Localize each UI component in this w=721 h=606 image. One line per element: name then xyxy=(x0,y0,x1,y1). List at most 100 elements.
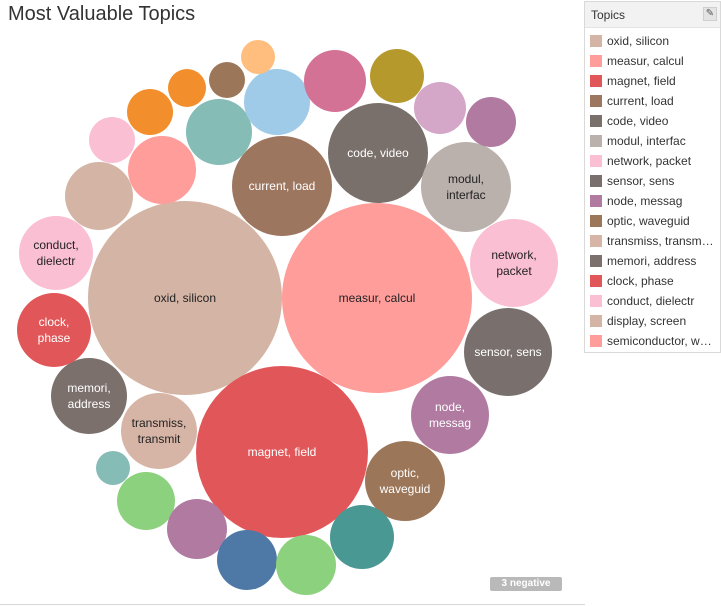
legend-item[interactable]: current, load xyxy=(585,92,720,112)
legend-label: semiconductor, w… xyxy=(607,334,712,348)
legend-swatch xyxy=(590,115,602,127)
legend-item[interactable]: transmiss, transm… xyxy=(585,232,720,252)
bubble[interactable] xyxy=(470,219,558,307)
legend-label: code, video xyxy=(607,114,669,128)
bubble[interactable] xyxy=(19,216,93,290)
bubble-label: memori, address xyxy=(67,381,110,411)
legend-label: sensor, sens xyxy=(607,174,675,188)
legend-item[interactable]: network, packet xyxy=(585,152,720,172)
bubble[interactable] xyxy=(282,203,472,393)
bubble[interactable] xyxy=(217,530,277,590)
legend-swatch xyxy=(590,175,602,187)
bubble[interactable] xyxy=(414,82,466,134)
legend-item[interactable]: measur, calcul xyxy=(585,52,720,72)
legend-swatch xyxy=(590,215,602,227)
legend-swatch xyxy=(590,75,602,87)
bubble[interactable] xyxy=(330,505,394,569)
legend-label: modul, interfac xyxy=(607,134,686,148)
chart-title: Most Valuable Topics xyxy=(8,3,196,25)
legend-swatch xyxy=(590,315,602,327)
bubble-label: sensor, sens xyxy=(474,345,541,359)
bubble[interactable] xyxy=(96,451,130,485)
legend-item[interactable]: code, video xyxy=(585,112,720,132)
legend-item[interactable]: modul, interfac xyxy=(585,132,720,152)
legend-item[interactable]: clock, phase xyxy=(585,272,720,292)
legend-swatch xyxy=(590,95,602,107)
bubble[interactable] xyxy=(127,89,173,135)
legend-swatch xyxy=(590,55,602,67)
bubble[interactable] xyxy=(121,393,197,469)
bubble[interactable] xyxy=(17,293,91,367)
bubble[interactable] xyxy=(65,162,133,230)
bubble[interactable] xyxy=(51,358,127,434)
chart-bottom-border xyxy=(0,604,585,605)
legend-item[interactable]: magnet, field xyxy=(585,72,720,92)
bubble-chart: oxid, silicon measur, calcul magnet, field… xyxy=(17,40,558,595)
bubble[interactable] xyxy=(209,62,245,98)
legend-swatch xyxy=(590,155,602,167)
bubble[interactable] xyxy=(196,366,368,538)
pencil-icon[interactable]: ✎ xyxy=(703,7,717,21)
legend-swatch xyxy=(590,195,602,207)
bubble[interactable] xyxy=(88,201,282,395)
legend-swatch xyxy=(590,35,602,47)
legend-swatch xyxy=(590,255,602,267)
bubble-label: magnet, field xyxy=(248,445,317,459)
bubble[interactable] xyxy=(241,40,275,74)
legend-item[interactable]: memori, address xyxy=(585,252,720,272)
bubble[interactable] xyxy=(117,472,175,530)
legend-label: node, messag xyxy=(607,194,683,208)
legend-swatch xyxy=(590,275,602,287)
legend-label: optic, waveguid xyxy=(607,214,690,228)
legend-swatch xyxy=(590,335,602,347)
bubble[interactable] xyxy=(128,136,196,204)
legend-label: conduct, dielectr xyxy=(607,294,695,308)
legend-label: magnet, field xyxy=(607,74,676,88)
bubble[interactable] xyxy=(421,142,511,232)
legend-label: display, screen xyxy=(607,314,687,328)
bubble[interactable] xyxy=(186,99,252,165)
legend-item[interactable]: oxid, silicon xyxy=(585,32,720,52)
bubble-label: code, video xyxy=(347,146,409,160)
bubble[interactable] xyxy=(365,441,445,521)
bubble-label: modul, interfac xyxy=(446,172,485,202)
bubble[interactable] xyxy=(276,535,336,595)
bubble[interactable] xyxy=(466,97,516,147)
legend-label: memori, address xyxy=(607,254,697,268)
bubble[interactable] xyxy=(464,308,552,396)
legend-item[interactable]: optic, waveguid xyxy=(585,212,720,232)
bubble-label: transmiss, transmit xyxy=(132,416,187,446)
legend-item[interactable]: display, screen xyxy=(585,312,720,332)
legend-swatch xyxy=(590,235,602,247)
bubble[interactable] xyxy=(167,499,227,559)
legend-label: network, packet xyxy=(607,154,692,168)
legend-label: oxid, silicon xyxy=(607,34,670,48)
legend-item[interactable]: conduct, dielectr xyxy=(585,292,720,312)
legend-item[interactable]: semiconductor, w… xyxy=(585,332,720,352)
legend-title: Topics xyxy=(591,8,626,22)
negative-count-badge[interactable]: 3 negative xyxy=(490,577,562,591)
legend-item[interactable]: node, messag xyxy=(585,192,720,212)
bubble[interactable] xyxy=(89,117,135,163)
legend-label: clock, phase xyxy=(607,274,674,288)
legend-label: current, load xyxy=(607,94,674,108)
bubble[interactable] xyxy=(370,49,424,103)
legend-swatch xyxy=(590,135,602,147)
legend-label: measur, calcul xyxy=(607,54,684,68)
bubble[interactable] xyxy=(328,103,428,203)
bubble[interactable] xyxy=(232,136,332,236)
legend-item[interactable]: sensor, sens xyxy=(585,172,720,192)
bubble-label: conduct, dielectr xyxy=(33,238,78,268)
bubble[interactable] xyxy=(304,50,366,112)
legend-swatch xyxy=(590,295,602,307)
legend-panel: Topics ✎ oxid, silicon measur, calcul magn… xyxy=(584,1,721,353)
legend-header: Topics ✎ xyxy=(585,2,720,28)
bubble[interactable] xyxy=(168,69,206,107)
legend-list: oxid, silicon measur, calcul magnet, field… xyxy=(585,32,720,352)
bubble-label: network, packet xyxy=(491,248,536,278)
bubble-label: node, messag xyxy=(429,400,471,430)
bubble[interactable] xyxy=(244,69,310,135)
bubble-label: clock, phase xyxy=(38,315,71,345)
bubble-label: optic, waveguid xyxy=(379,466,431,496)
bubble[interactable] xyxy=(411,376,489,454)
